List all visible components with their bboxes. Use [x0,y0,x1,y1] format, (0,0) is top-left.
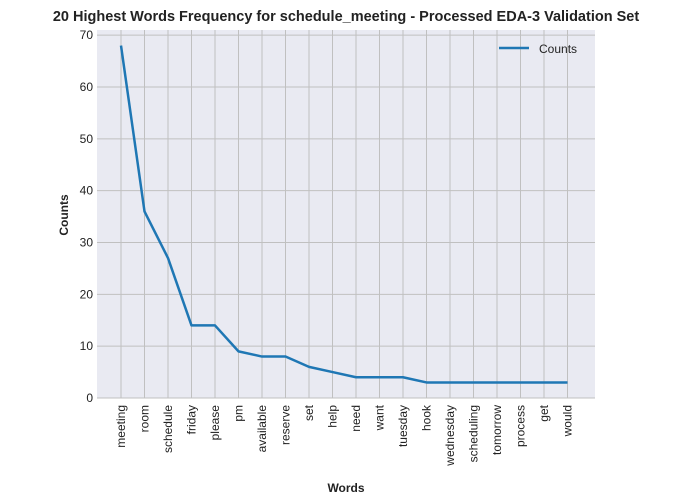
y-tick-label: 20 [80,287,94,301]
y-tick-label: 40 [80,184,94,198]
x-tick-label: tomorrow [490,405,504,455]
x-tick-label: room [138,405,152,432]
y-tick-label: 70 [80,28,94,42]
x-tick-label: set [302,404,316,421]
y-tick-label: 10 [80,339,94,353]
x-tick-label: pm [232,405,246,422]
x-tick-label: meeting [114,405,128,448]
x-tick-label: need [349,405,363,432]
x-tick-label: want [373,404,387,431]
chart-title: 20 Highest Words Frequency for schedule_… [53,9,640,25]
x-tick-label: friday [185,405,199,434]
x-tick-label: please [208,405,222,441]
x-tick-label: schedule [161,405,175,453]
series-line-counts [119,45,568,384]
y-tick-label: 30 [80,236,94,250]
axis-ticks: 0 10 20 30 40 50 60 70 meeting room schedule friday… [80,28,575,467]
x-tick-label: hook [420,404,434,431]
x-tick-label: wednesday [443,405,457,467]
legend-label-counts: Counts [539,42,577,56]
x-tick-label: scheduling [467,405,481,462]
y-tick-label: 50 [80,132,94,146]
x-tick-label: get [537,404,551,421]
y-tick-label: 0 [86,391,93,405]
x-tick-label: process [514,405,528,447]
y-tick-label: 60 [80,80,94,94]
legend: Counts [499,42,577,56]
x-axis-label: Words [327,481,364,495]
plot-area [97,30,595,398]
x-tick-label: available [255,405,269,453]
x-tick-label: help [326,405,340,428]
x-tick-label: would [561,405,575,437]
x-tick-label: reserve [279,405,293,445]
y-axis-label: Counts [57,194,71,236]
x-tick-label: tuesday [396,405,410,447]
